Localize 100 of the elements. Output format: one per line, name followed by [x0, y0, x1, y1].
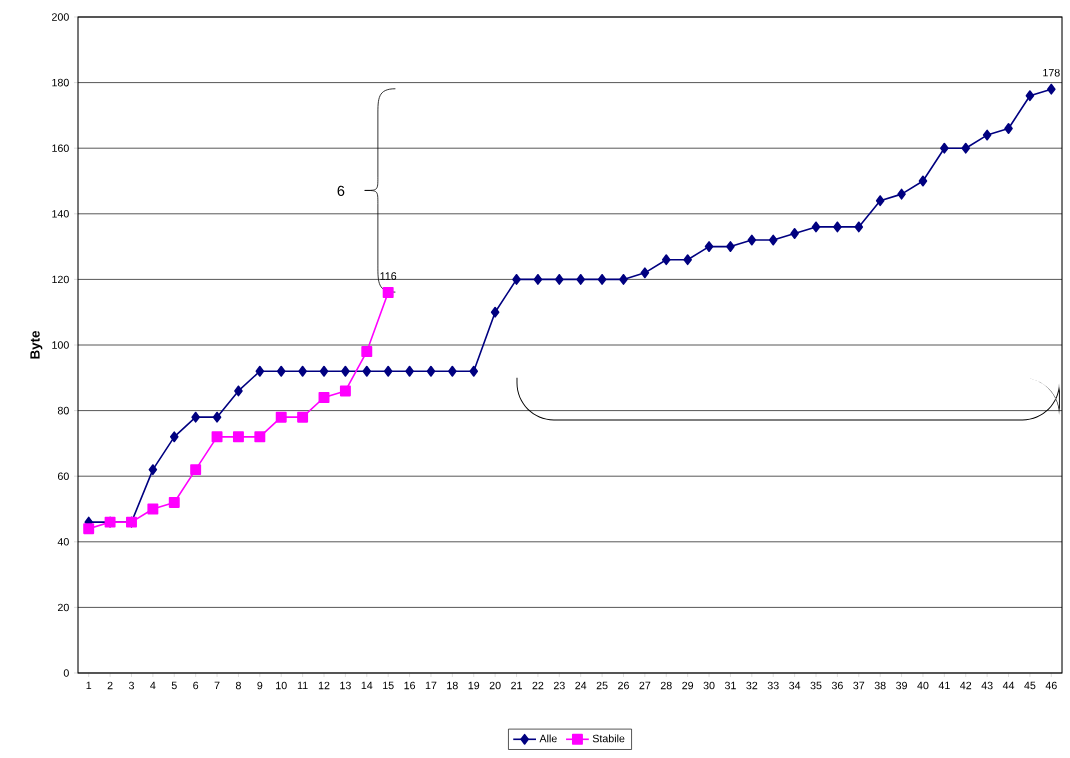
point: [275, 411, 287, 423]
point: [512, 273, 521, 285]
point: [940, 142, 949, 154]
y-tick-label: 100: [52, 341, 69, 349]
point: [640, 267, 650, 279]
point: [191, 411, 200, 423]
x-tick-label: 2: [107, 681, 113, 690]
x-tick-label: 15: [383, 681, 394, 690]
point: [426, 365, 436, 377]
point: [405, 365, 414, 377]
y-tick-label: 200: [52, 13, 69, 21]
x-tick-label: 28: [660, 681, 672, 690]
annotation: 6: [337, 185, 345, 197]
point: [768, 234, 778, 246]
x-tick-label: 21: [511, 681, 522, 690]
point: [318, 392, 330, 403]
point: [232, 431, 244, 443]
x-tick-label: 33: [767, 681, 779, 690]
point: [211, 431, 223, 443]
y-tick-label: 20: [57, 603, 69, 612]
point: [383, 365, 393, 377]
point: [298, 365, 307, 377]
x-tick-label: 18: [447, 681, 458, 690]
point: [1025, 90, 1035, 102]
point: [1004, 123, 1013, 134]
point: [255, 365, 265, 377]
x-tick-label: 19: [468, 681, 480, 690]
point: [555, 273, 564, 285]
point: [382, 287, 394, 298]
x-tick-label: 27: [639, 681, 651, 690]
y-tick-label: 0: [63, 669, 69, 677]
point: [918, 175, 928, 187]
x-tick-label: 1: [86, 681, 92, 690]
x-tick-label: 42: [960, 681, 972, 690]
x-tick-label: 37: [853, 681, 865, 690]
x-tick-label: 16: [404, 681, 416, 690]
x-tick-label: 14: [361, 681, 373, 690]
point: [982, 129, 992, 141]
x-tick-label: 38: [874, 681, 886, 690]
x-tick-label: 29: [682, 681, 694, 690]
y-tick-label: 60: [57, 472, 69, 480]
point: [747, 234, 757, 246]
x-tick-label: 45: [1024, 681, 1036, 690]
x-tick-label: 22: [532, 681, 544, 690]
point: [341, 365, 350, 377]
point: [276, 365, 286, 377]
point: [811, 221, 821, 233]
x-tick-label: 23: [553, 681, 565, 690]
point: [533, 273, 543, 285]
point: [897, 188, 906, 200]
legend-label: Stabile: [592, 734, 625, 743]
point: [790, 228, 799, 239]
x-tick-label: 7: [214, 681, 220, 690]
y-tick-label: 40: [57, 538, 69, 546]
point: [469, 365, 479, 377]
x-tick-label: 41: [938, 681, 950, 690]
point: [576, 273, 585, 285]
x-tick-label: 24: [575, 681, 587, 690]
point: [212, 411, 222, 423]
point: [619, 273, 628, 285]
point: [362, 365, 372, 377]
point: [854, 221, 864, 233]
x-tick-label: 20: [489, 681, 501, 690]
x-tick-label: 30: [703, 681, 715, 690]
point: [254, 431, 266, 443]
point: [234, 385, 243, 397]
point: [148, 464, 158, 476]
point: [875, 195, 885, 207]
x-tick-label: 8: [235, 681, 241, 690]
x-tick-label: 25: [596, 681, 608, 690]
x-tick-label: 40: [917, 681, 929, 690]
legend-label: Alle: [539, 734, 557, 743]
point: [361, 346, 373, 358]
x-tick-label: 35: [810, 681, 822, 690]
x-tick-label: 10: [276, 681, 287, 690]
data-label: 178: [1043, 68, 1060, 77]
x-tick-label: 39: [896, 681, 907, 690]
x-tick-label: 44: [1002, 681, 1015, 690]
point: [169, 431, 179, 443]
point: [833, 221, 842, 233]
y-axis-title: Byte: [30, 331, 43, 359]
point: [190, 464, 202, 476]
y-tick-label: 160: [52, 144, 69, 152]
point: [319, 365, 329, 377]
y-tick-label: 180: [52, 78, 69, 87]
point: [661, 254, 671, 266]
point: [448, 365, 457, 377]
x-tick-label: 36: [831, 681, 843, 690]
point: [683, 254, 692, 266]
point: [83, 523, 95, 535]
x-tick-label: 32: [746, 681, 758, 690]
point: [1047, 83, 1056, 95]
x-tick-label: 3: [128, 681, 134, 690]
data-label: 116: [380, 272, 397, 280]
point: [961, 142, 971, 154]
point: [704, 241, 714, 253]
x-tick-label: 17: [425, 681, 437, 690]
point: [297, 411, 309, 423]
x-tick-label: 26: [618, 681, 629, 690]
x-tick-label: 9: [257, 681, 263, 690]
